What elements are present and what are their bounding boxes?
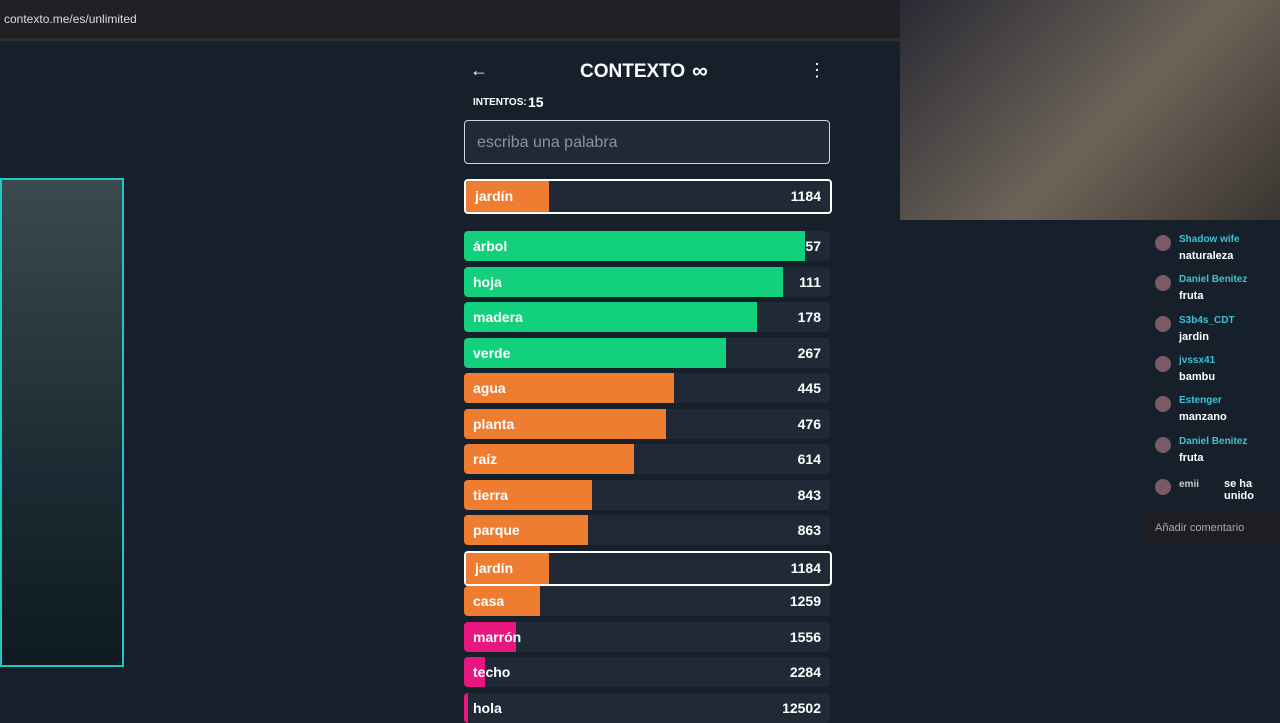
guess-word: jardín <box>475 559 514 576</box>
guess-row: raíz 614 <box>464 444 830 474</box>
word-input[interactable]: escriba una palabra <box>464 120 830 164</box>
guess-word: hoja <box>473 273 502 290</box>
url-bar <box>0 0 900 41</box>
attempts-label: INTENTOS: <box>473 97 527 108</box>
guess-word: marrón <box>473 628 522 645</box>
chat-user: jvssx41 <box>1179 355 1216 366</box>
attempts: 15 <box>528 94 544 110</box>
guess-rank: 1184 <box>790 188 821 204</box>
chat-panel <box>1140 222 1280 552</box>
chat-text: jardin <box>1179 331 1209 343</box>
rank-bar <box>466 552 549 584</box>
guess-rank: 1184 <box>790 559 821 576</box>
guess-row: agua 445 <box>464 373 830 403</box>
placeholder: Añadir comentario <box>1155 522 1245 534</box>
chat-user: Daniel Benitez <box>1179 274 1248 285</box>
guess-row: verde 267 <box>464 337 830 368</box>
guess-row: techo 2284 <box>464 657 830 687</box>
guess-row: hola 12502 <box>464 692 830 723</box>
chat-text: manzano <box>1179 411 1227 423</box>
guess-rank: 1259 <box>789 593 821 609</box>
guess-word: techo <box>473 664 511 680</box>
back-button[interactable]: ← <box>470 60 488 80</box>
url[interactable]: contexto.me/es/unlimited <box>4 12 137 26</box>
webcam <box>900 0 1280 220</box>
guess-rank: 476 <box>797 415 821 432</box>
guess-word: planta <box>473 415 515 432</box>
chat-input[interactable]: Añadir comentario <box>1146 512 1280 544</box>
guess-rank: 267 <box>797 344 821 361</box>
rank-bar <box>464 586 540 616</box>
guess-rank: 12502 <box>782 699 821 716</box>
guess-word: madera <box>473 309 523 325</box>
chat-text: fruta <box>1179 452 1204 464</box>
guess-row: tierra 843 <box>464 479 830 510</box>
rank-bar <box>464 373 674 403</box>
guess-word: agua <box>473 380 506 396</box>
chat-text: fruta <box>1179 290 1204 302</box>
guess-word: árbol <box>473 238 508 254</box>
avatar <box>1155 275 1171 291</box>
avatar <box>1155 396 1171 412</box>
guess-row: jardín 1184 <box>464 550 832 586</box>
rank-bar <box>464 479 592 510</box>
guess-row: jardín 1184 <box>464 179 832 214</box>
rank-bar <box>464 231 805 261</box>
guess-word: jardín <box>475 188 514 204</box>
ad-image <box>0 178 124 667</box>
rank-bar <box>464 302 757 332</box>
chat-text: se ha unido <box>1224 478 1254 502</box>
guess-rank: 445 <box>797 380 821 396</box>
rank-bar <box>464 408 666 439</box>
chat-user: emii <box>1179 479 1200 490</box>
guess-row: marrón 1556 <box>464 621 830 652</box>
chat-user: Daniel Benitez <box>1179 436 1248 447</box>
placeholder: escriba una palabra <box>477 134 618 151</box>
guess-rank: 863 <box>797 522 821 538</box>
guess-row: parque 863 <box>464 515 830 545</box>
guess-rank: 614 <box>797 451 821 467</box>
chat-text: naturaleza <box>1179 250 1234 262</box>
guess-rank: 1556 <box>789 628 821 645</box>
guess-word: raíz <box>473 451 498 467</box>
guess-word: parque <box>473 522 520 538</box>
guess-rank: 178 <box>797 309 821 325</box>
rank-bar <box>464 515 589 545</box>
guess-word: casa <box>473 593 505 609</box>
rank-bar <box>464 444 634 474</box>
guess-rank: 2284 <box>789 664 821 680</box>
guess-row: madera 178 <box>464 302 830 332</box>
guess-rank: 111 <box>799 273 821 290</box>
avatar <box>1155 437 1171 453</box>
chat-user: Estenger <box>1179 395 1222 406</box>
rank-bar <box>464 621 517 652</box>
rank-bar <box>464 337 727 368</box>
title-icon: ∞ <box>692 58 708 83</box>
menu-button[interactable]: ⋮ <box>808 60 826 80</box>
rank-bar <box>464 692 468 723</box>
guess-rank: 843 <box>797 486 821 503</box>
rank-bar <box>466 181 549 212</box>
guess-row: árbol 57 <box>464 231 830 261</box>
rank-bar <box>464 266 783 297</box>
chat-text: bambu <box>1179 371 1216 383</box>
avatar <box>1155 316 1171 332</box>
guess-rank: 57 <box>805 238 821 254</box>
guess-row: hoja 111 <box>464 266 830 297</box>
guess-row: casa 1259 <box>464 586 830 616</box>
chat-user: Shadow wife <box>1179 234 1240 245</box>
avatar <box>1155 479 1171 495</box>
avatar <box>1155 235 1171 251</box>
guess-word: verde <box>473 344 511 361</box>
chat-user: S3b4s_CDT <box>1179 315 1235 326</box>
title: CONTEXTO <box>580 61 686 82</box>
guess-row: planta 476 <box>464 408 830 439</box>
avatar <box>1155 356 1171 372</box>
rank-bar <box>464 657 486 687</box>
guess-word: hola <box>473 699 502 716</box>
guess-word: tierra <box>473 486 509 503</box>
